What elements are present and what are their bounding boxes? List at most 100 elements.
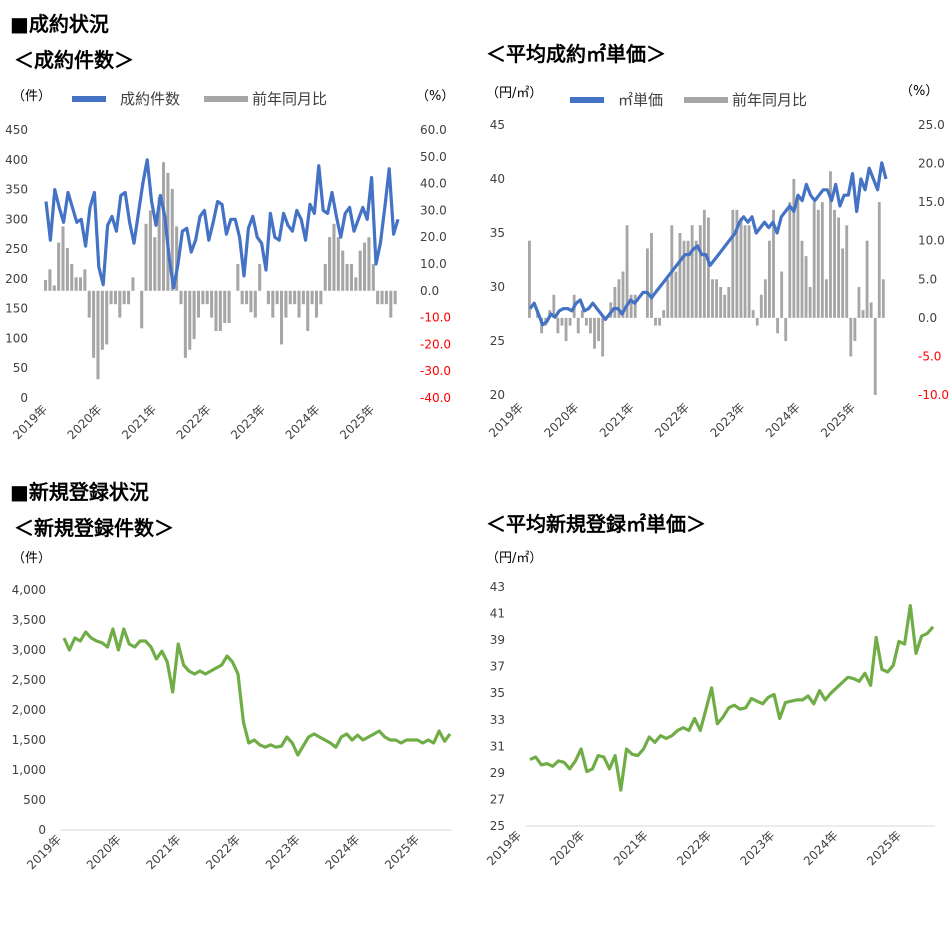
section-title-new-listing: ■新規登録状況 <box>10 480 149 504</box>
bar-yoy <box>702 209 706 318</box>
x-tick-label: 2021年 <box>119 402 159 442</box>
bar-yoy <box>768 240 771 318</box>
y-tick-label-right: -40.0 <box>420 391 451 405</box>
bar-yoy <box>284 290 288 318</box>
bar-yoy <box>593 317 596 349</box>
x-tick-label: 2021年 <box>597 400 637 440</box>
bar-yoy <box>707 217 710 318</box>
series-line-c4 <box>529 603 935 792</box>
bar-yoy <box>621 271 625 318</box>
bar-yoy <box>751 310 755 318</box>
y-tick-label-left: 250 <box>5 242 28 256</box>
bar-yoy <box>380 290 384 305</box>
y-tick-label-right: 25.0 <box>918 118 945 132</box>
bar-yoy <box>162 162 166 291</box>
bar-yoy <box>861 310 865 318</box>
x-tick-label: 2019年 <box>10 402 50 442</box>
x-tick-label: 2022年 <box>203 832 243 872</box>
bar-yoy <box>772 209 775 318</box>
bar-yoy <box>153 237 157 291</box>
bar-yoy <box>100 290 104 350</box>
bar-yoy <box>245 290 249 305</box>
y-tick-label-left: 0 <box>38 823 46 837</box>
y-tick-label-left: 41 <box>490 607 505 621</box>
bar-yoy <box>144 223 148 291</box>
x-tick-label: 2025年 <box>818 400 858 440</box>
x-tick-label: 2020年 <box>84 832 124 872</box>
bar-yoy <box>236 264 240 291</box>
bar-yoy <box>629 294 633 318</box>
bar-yoy <box>349 264 353 291</box>
y-tick-label-right: 5.0 <box>918 272 937 286</box>
bar-yoy <box>564 317 568 341</box>
y-tick-label-right: 10.0 <box>420 257 447 271</box>
bar-yoy <box>658 317 662 326</box>
y-tick-label-left: 150 <box>5 302 28 316</box>
bar-yoy <box>560 317 564 326</box>
bar-yoy <box>580 310 584 318</box>
bar-yoy <box>122 290 126 305</box>
bar-yoy <box>253 290 257 318</box>
bar-yoy <box>57 242 61 291</box>
y-tick-label-left: 45 <box>490 118 505 132</box>
bar-yoy <box>52 285 56 291</box>
bar-yoy <box>332 223 336 291</box>
bar-yoy <box>873 317 877 395</box>
y-tick-label-left: 37 <box>490 660 505 674</box>
y-tick-label-right: -30.0 <box>420 364 451 378</box>
bar-yoy <box>127 290 131 305</box>
series-line-c1 <box>44 158 400 290</box>
y-tick-label-left: 33 <box>490 713 505 727</box>
bar-yoy <box>780 271 784 318</box>
bar-yoy <box>837 217 841 318</box>
y-tick-label-left: 1,500 <box>12 733 46 747</box>
bar-yoy <box>552 294 556 318</box>
bar-yoy <box>727 287 731 318</box>
bar-yoy <box>833 209 836 318</box>
chart-title-contract-unit-price: ＜平均成約㎡単価＞ <box>486 42 666 66</box>
bar-yoy <box>223 290 227 323</box>
bar-yoy <box>205 290 209 305</box>
bar-yoy <box>192 290 196 340</box>
x-tick-label: 2021年 <box>611 828 651 868</box>
y-tick-label-right: -10.0 <box>420 311 451 325</box>
y-tick-label-left: 350 <box>5 183 28 197</box>
bar-yoy <box>188 290 192 350</box>
bar-yoy <box>645 248 649 318</box>
bar-yoy <box>788 202 792 318</box>
y-tick-label-right: -20.0 <box>420 337 451 351</box>
bar-yoy <box>61 226 65 291</box>
bar-yoy <box>354 277 358 291</box>
x-tick-label: 2022年 <box>674 828 714 868</box>
bar-yoy <box>240 290 244 305</box>
bar-yoy <box>747 225 751 318</box>
legend-bar-label: 前年同月比 <box>252 90 327 108</box>
bar-yoy <box>694 240 698 318</box>
bar-yoy <box>568 317 572 326</box>
chart-title-new-listing-unit-price: ＜平均新規登録㎡単価＞ <box>486 512 706 536</box>
bar-yoy <box>662 310 666 318</box>
y-unit-left: （件） <box>12 551 51 566</box>
y-tick-label-right: 60.0 <box>420 123 447 137</box>
y-tick-label-left: 450 <box>5 123 28 137</box>
bar-yoy <box>179 290 183 305</box>
bar-yoy <box>249 290 253 313</box>
y-tick-label-right: 0.0 <box>918 311 937 325</box>
bar-yoy <box>881 279 885 318</box>
y-tick-label-left: 3,500 <box>12 613 46 627</box>
bar-yoy <box>743 225 747 318</box>
bar-yoy <box>389 290 393 318</box>
bar-yoy <box>755 317 759 326</box>
bar-yoy <box>44 280 48 291</box>
bar-yoy <box>824 279 828 318</box>
y-tick-label-left: 27 <box>490 792 505 806</box>
y-tick-label-left: 43 <box>490 580 505 594</box>
y-tick-label-left: 3,000 <box>12 643 46 657</box>
bar-yoy <box>109 290 113 305</box>
legend-line-swatch <box>72 96 106 102</box>
y-tick-label-left: 1,000 <box>12 763 46 777</box>
bar-yoy <box>201 290 205 305</box>
y-tick-label-left: 25 <box>490 334 505 348</box>
